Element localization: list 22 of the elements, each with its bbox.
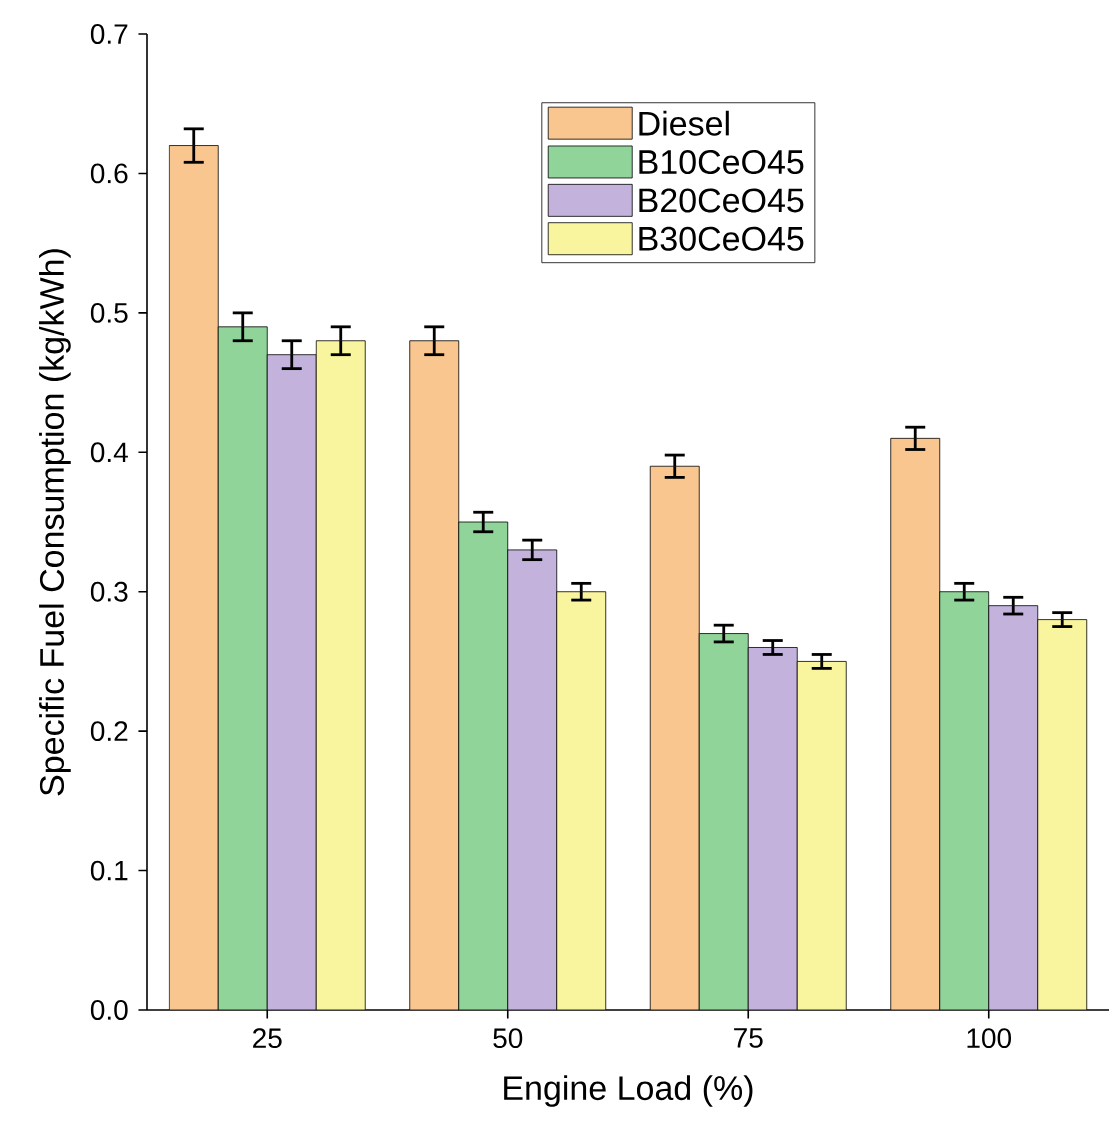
y-tick-label: 0.1: [90, 860, 128, 881]
bar: [266, 354, 317, 1010]
y-tick-label: 0.6: [90, 163, 128, 184]
legend-label: Diesel: [639, 110, 729, 136]
y-tick-label: 0.2: [90, 721, 128, 742]
bar: [747, 647, 798, 1010]
y-tick-label: 0.3: [90, 581, 128, 602]
bar: [507, 549, 558, 1010]
y-axis-title: Specific Fuel Consumption (kg/kWh): [39, 249, 71, 796]
bar: [988, 605, 1039, 1010]
y-tick-label: 0.4: [90, 442, 128, 463]
x-tick-label: 100: [967, 1028, 1012, 1049]
y-tick-label: 0.7: [90, 24, 128, 44]
y-tick-label: 0.5: [90, 302, 128, 323]
x-tick-label: 25: [253, 1028, 282, 1049]
x-axis-title: Engine Load (%): [504, 1075, 753, 1107]
x-tick-label: 75: [734, 1028, 763, 1048]
y-tick-label: 0.0: [90, 1000, 128, 1020]
legend-label: B30CeO45: [639, 226, 804, 251]
x-tick-label: 50: [493, 1028, 523, 1049]
legend-label: B20CeO45: [639, 188, 804, 213]
legend-label: B10CeO45: [639, 150, 804, 175]
